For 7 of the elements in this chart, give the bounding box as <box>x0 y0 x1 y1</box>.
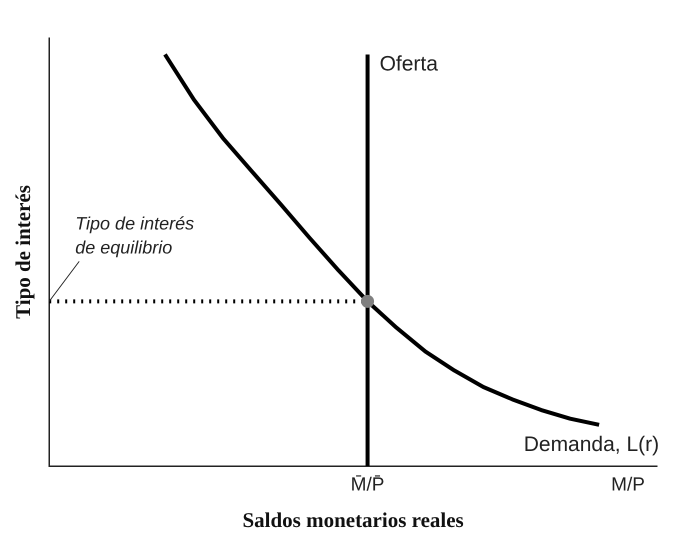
y-axis-title: Tipo de interés <box>11 185 36 319</box>
x-tick-label: M̄/P̄ <box>350 474 384 496</box>
series-label: Oferta <box>380 52 438 76</box>
series-label: Demanda, L(r) <box>524 433 660 456</box>
x-axis-title: Saldos monetarios reales <box>242 508 464 532</box>
x-tick-label: M/P <box>611 474 645 496</box>
annotation: Tipo de interés de equilibrio <box>75 213 194 258</box>
